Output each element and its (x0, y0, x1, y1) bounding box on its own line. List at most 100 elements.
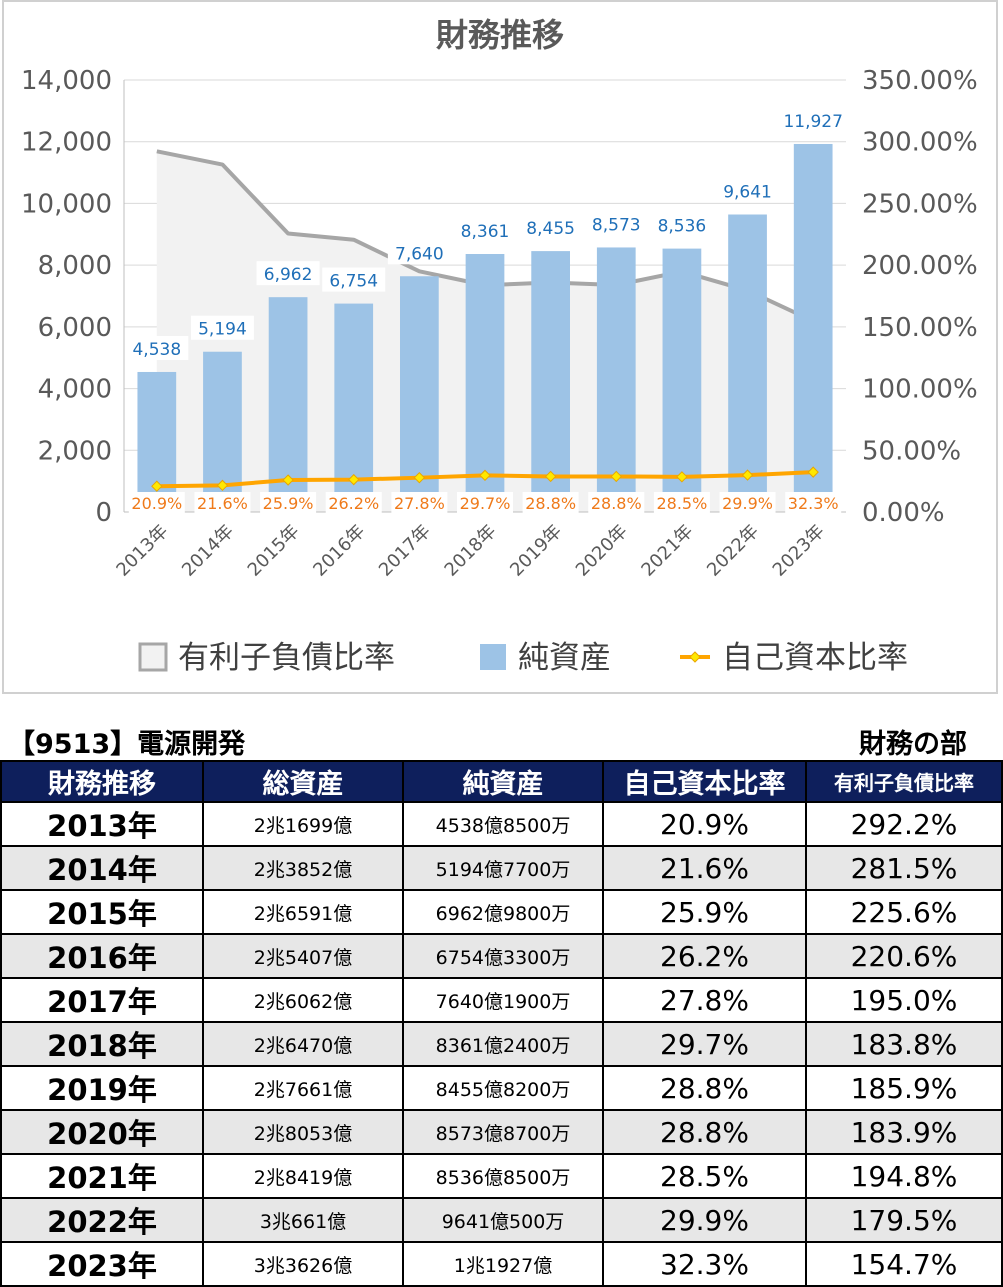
x-axis-tick: 2016年 (309, 521, 369, 581)
header-net-assets: 純資産 (402, 760, 604, 803)
cell-total-assets: 2兆8053億 (202, 1109, 404, 1155)
cell-debt-ratio: 185.9% (805, 1065, 1003, 1111)
x-axis-tick: 2021年 (637, 521, 697, 581)
ratio-value-label: 32.3% (788, 494, 839, 513)
y-axis-tick: 4,000 (38, 375, 112, 405)
cell-debt-ratio: 220.6% (805, 933, 1003, 979)
cell-net-assets: 8573億8700万 (402, 1109, 604, 1155)
y2-axis-tick: 0.00% (862, 498, 945, 528)
line-marker (741, 469, 754, 481)
x-axis-tick: 2023年 (769, 521, 829, 581)
cell-equity-ratio: 25.9% (602, 889, 807, 935)
cell-year: 2017年 (0, 977, 204, 1023)
ratio-value-label: 26.2% (328, 494, 379, 513)
y-axis-tick: 8,000 (38, 251, 112, 281)
financial-table: 財務推移 総資産 純資産 自己資本比率 有利子負債比率 2013年 2兆1699億… (0, 760, 1003, 1287)
table-row: 2023年 3兆3626億 1兆1927億 32.3% 154.7% (0, 1241, 1003, 1287)
bar-net-assets (465, 254, 505, 513)
cell-debt-ratio: 194.8% (805, 1153, 1003, 1199)
cell-total-assets: 2兆6062億 (202, 977, 404, 1023)
x-axis-tick: 2014年 (178, 521, 238, 581)
cell-year: 2021年 (0, 1153, 204, 1199)
cell-equity-ratio: 28.8% (602, 1065, 807, 1111)
table-row: 2013年 2兆1699億 4538億8500万 20.9% 292.2% (0, 801, 1003, 847)
bar-value-label: 9,641 (723, 183, 772, 203)
bar-net-assets (662, 248, 702, 512)
table-row: 2022年 3兆661億 9641億500万 29.9% 179.5% (0, 1197, 1003, 1243)
bar-label-bg (322, 267, 386, 292)
ratio-label-bg (325, 492, 382, 514)
cell-net-assets: 8361億2400万 (402, 1021, 604, 1067)
cell-equity-ratio: 20.9% (602, 801, 807, 847)
table-row: 2017年 2兆6062億 7640億1900万 27.8% 195.0% (0, 977, 1003, 1023)
bar-net-assets (531, 251, 570, 513)
y2-axis-tick: 200.00% (862, 251, 978, 281)
bar-value-label: 5,194 (198, 320, 247, 340)
cell-debt-ratio: 179.5% (805, 1197, 1003, 1243)
cell-total-assets: 2兆8419億 (202, 1153, 404, 1199)
ratio-label-bg (128, 492, 185, 514)
cell-net-assets: 8536億8500万 (402, 1153, 604, 1199)
line-marker (348, 473, 360, 486)
company-label: 【9513】電源開発 (8, 729, 246, 760)
cell-net-assets: 6962億9800万 (402, 889, 604, 935)
bar-value-label: 8,536 (658, 217, 707, 237)
y2-axis-tick: 100.00% (862, 375, 978, 405)
cell-equity-ratio: 29.9% (602, 1197, 807, 1243)
line-marker (282, 474, 294, 486)
y2-axis-tick: 350.00% (862, 66, 978, 96)
legend-swatch-debt-ratio (138, 642, 168, 672)
x-axis-tick: 2022年 (703, 521, 763, 581)
ratio-value-label: 28.8% (591, 494, 642, 513)
cell-total-assets: 2兆7661億 (202, 1065, 404, 1111)
table-row: 2021年 2兆8419億 8536億8500万 28.5% 194.8% (0, 1153, 1003, 1199)
cell-year: 2023年 (0, 1241, 204, 1287)
ratio-label-bg (457, 492, 513, 514)
ratio-value-label: 28.5% (656, 494, 707, 513)
y-axis-tick: 10,000 (21, 189, 112, 219)
bar-net-assets (728, 214, 767, 512)
ratio-label-bg (522, 492, 579, 514)
cell-debt-ratio: 154.7% (805, 1241, 1003, 1287)
table-header-row: 財務推移 総資産 純資産 自己資本比率 有利子負債比率 (0, 760, 1003, 803)
y2-axis-tick: 150.00% (862, 313, 978, 343)
bar-net-assets (596, 247, 636, 512)
cell-net-assets: 6754億3300万 (402, 933, 604, 979)
bar-label-bg (190, 315, 254, 340)
ratio-value-label: 25.9% (263, 494, 314, 513)
table-row: 2016年 2兆5407億 6754億3300万 26.2% 220.6% (0, 933, 1003, 979)
cell-year: 2022年 (0, 1197, 204, 1243)
ratio-value-label: 21.6% (197, 494, 248, 513)
cell-year: 2014年 (0, 845, 204, 891)
line-marker (413, 471, 426, 484)
table-row: 2020年 2兆8053億 8573億8700万 28.8% 183.9% (0, 1109, 1003, 1155)
bar-value-label: 7,640 (395, 244, 444, 264)
bar-value-label: 11,927 (783, 112, 842, 132)
y2-axis-tick: 50.00% (862, 436, 961, 466)
bar-label-bg (256, 261, 320, 286)
table-row: 2018年 2兆6470億 8361億2400万 29.7% 183.8% (0, 1021, 1003, 1067)
line-marker (676, 471, 688, 483)
financial-chart: 財務推移 0 2,000 4,000 6,000 8,000 10,000 12,000 14,… (21, 16, 978, 676)
header-equity-ratio: 自己資本比率 (602, 760, 807, 803)
bar-value-label: 8,361 (461, 222, 510, 242)
bar-value-label: 8,573 (592, 215, 641, 235)
cell-year: 2018年 (0, 1021, 204, 1067)
x-axis-tick: 2015年 (244, 521, 304, 581)
ratio-value-label: 29.9% (722, 494, 773, 513)
bar-label-bg (387, 240, 451, 265)
cell-net-assets: 8455億8200万 (402, 1065, 604, 1111)
x-axis-tick: 2019年 (506, 521, 566, 581)
cell-total-assets: 3兆661億 (202, 1197, 404, 1243)
bar-label-bg (519, 215, 583, 240)
ratio-label-bg (391, 492, 448, 514)
cell-year: 2016年 (0, 933, 204, 979)
cell-net-assets: 1兆1927億 (402, 1241, 604, 1287)
line-marker (216, 479, 229, 492)
x-axis-tick: 2020年 (572, 521, 632, 581)
ratio-label-bg (260, 492, 317, 514)
ratio-label-bg (194, 492, 251, 514)
legend-label-debt-ratio: 有利子負債比率 (178, 640, 395, 676)
bar-value-label: 4,538 (132, 340, 181, 360)
cell-total-assets: 3兆3626億 (202, 1241, 404, 1287)
